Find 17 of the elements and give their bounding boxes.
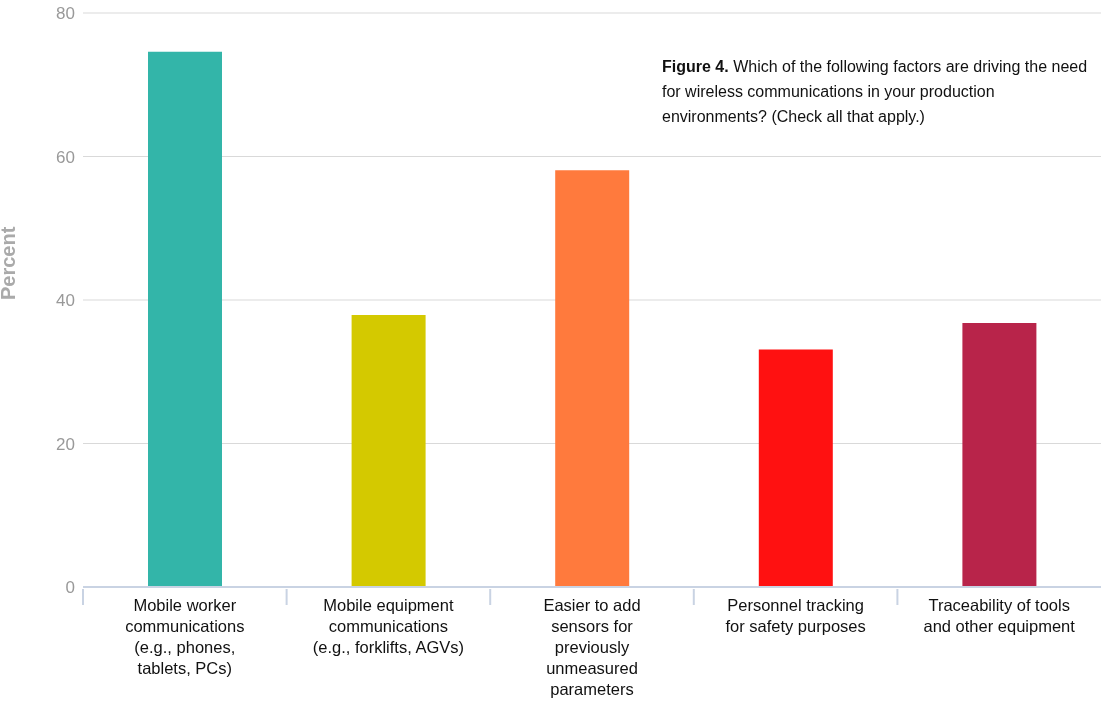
y-tick-label: 60 (56, 147, 75, 167)
x-tick-label: Traceability of tools and other equipment (923, 596, 1076, 635)
x-tick-label: Mobile worker communications (e.g., phones, tablets, PCs) (125, 596, 245, 677)
y-tick-label: 80 (56, 4, 75, 24)
bar (351, 315, 426, 587)
x-tick-label: Personnel tracking for safety purposes (725, 596, 866, 635)
bar (962, 322, 1037, 587)
y-tick-label: 0 (65, 578, 75, 598)
x-tick-label: Mobile equipment communications (e.g., forklifts, AGVs) (312, 596, 465, 656)
text: Figure 4. Which of the following factors are driving the need for wireless communications in your production environments? (Check all that apply.) (662, 57, 1089, 127)
y-tick-label: 20 (56, 434, 75, 454)
bar (148, 51, 222, 587)
bar (555, 170, 630, 587)
x-tick-label: Easier to add sensors for previously unmeasured parameters (543, 596, 641, 698)
bar (758, 349, 833, 587)
y-tick-label: 40 (56, 291, 75, 311)
y-axis-title: Percent (0, 226, 20, 300)
